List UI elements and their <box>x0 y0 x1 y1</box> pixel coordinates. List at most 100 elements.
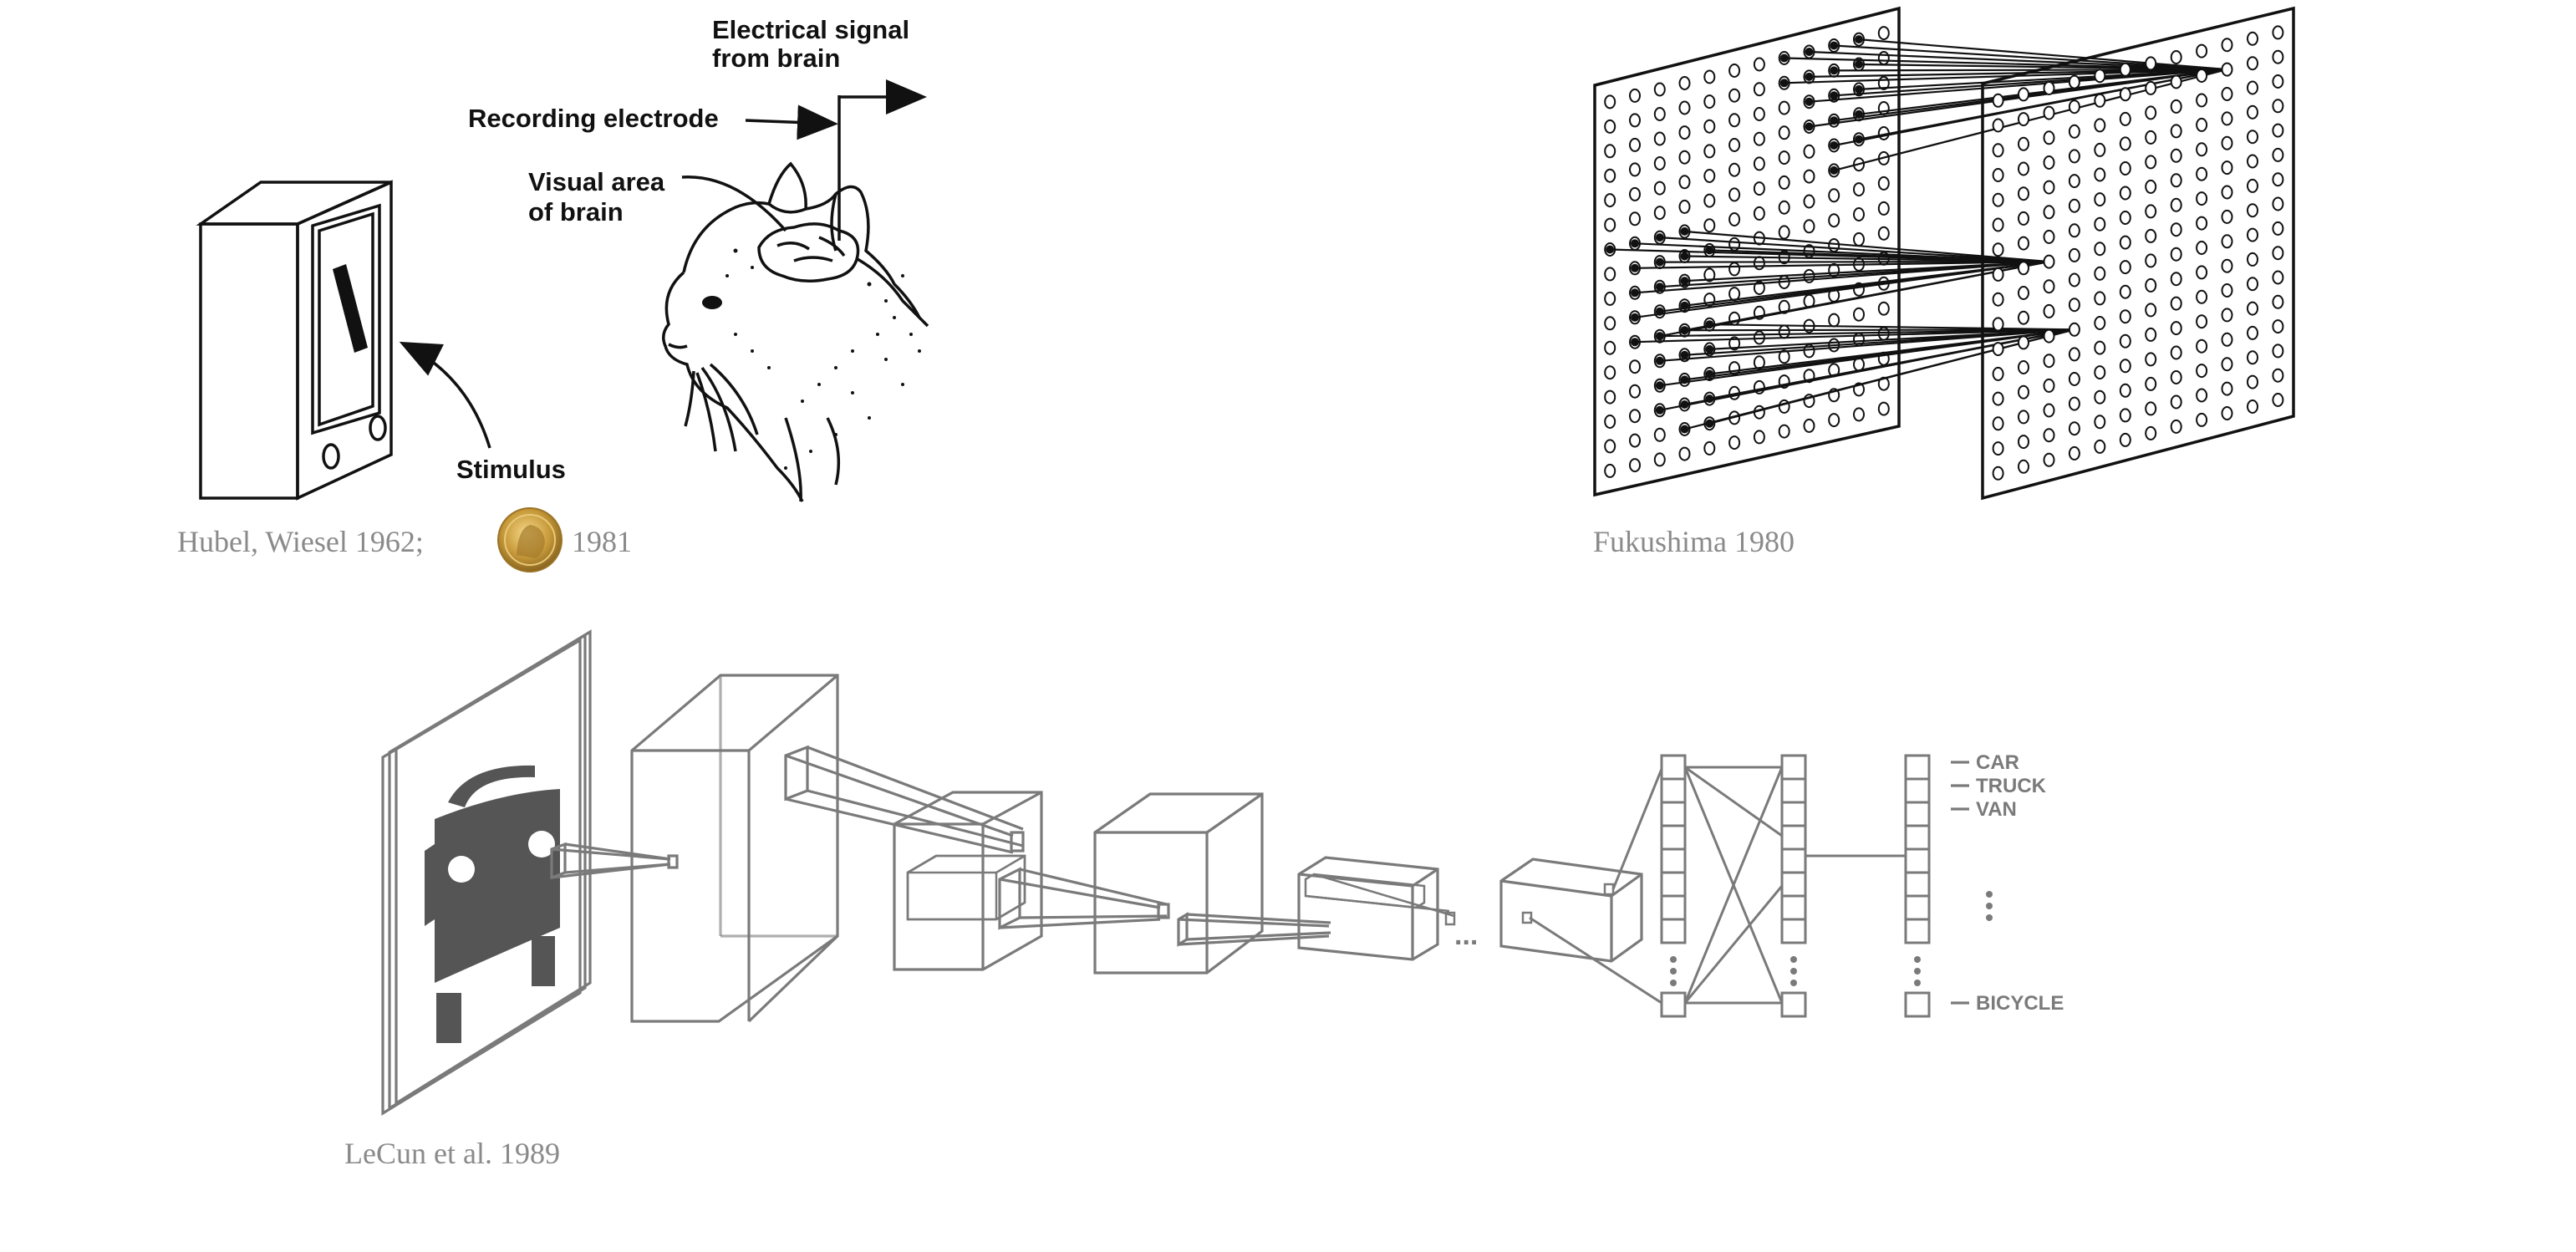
neuron-unit <box>1853 307 1865 322</box>
neuron-unit <box>2221 87 2233 101</box>
active-unit <box>1655 233 1664 242</box>
neuron-unit <box>2170 50 2182 64</box>
neuron-unit <box>2018 384 2029 400</box>
active-unit <box>1805 97 1814 106</box>
neuron-unit <box>1803 418 1815 433</box>
neuron-unit <box>2247 350 2258 365</box>
label-electrical-signal-1: Electrical signal <box>712 15 909 44</box>
active-unit <box>1606 245 1615 254</box>
neuron-unit <box>2094 69 2106 84</box>
neuron-unit <box>1992 192 2004 207</box>
neuron-unit <box>1703 440 1716 456</box>
neuron-unit <box>1629 433 1641 448</box>
neuron-unit <box>2119 161 2131 176</box>
neuron-unit <box>1678 150 1691 165</box>
neuron-unit <box>2272 49 2284 64</box>
active-unit <box>1705 419 1714 428</box>
neuron-unit <box>2068 396 2080 411</box>
cat-head-drawing <box>662 161 929 502</box>
fc-unit <box>1904 801 1931 827</box>
neuron-unit <box>1604 291 1616 306</box>
fc-ellipsis-dot <box>1914 956 1921 963</box>
neuron-unit <box>2068 223 2080 238</box>
neuron-unit <box>2094 242 2106 257</box>
fc-unit <box>1780 801 1807 827</box>
neuron-unit <box>1604 144 1616 159</box>
active-unit <box>1680 400 1689 409</box>
neuron-unit <box>2170 345 2182 360</box>
neuron-unit <box>1653 82 1666 97</box>
neocognitron-connection <box>1634 261 2049 269</box>
neuron-unit <box>2119 284 2131 299</box>
neuron-unit <box>2145 277 2157 293</box>
neocognitron-connection <box>1659 237 2049 263</box>
neuron-unit <box>1678 125 1691 140</box>
active-unit <box>1805 122 1814 131</box>
neuron-unit <box>2272 221 2284 236</box>
neocognitron-connection <box>1834 44 2227 71</box>
active-unit <box>1779 53 1789 63</box>
neuron-unit <box>1653 206 1666 221</box>
neuron-unit <box>1629 409 1641 424</box>
neuron-unit <box>1778 424 1790 439</box>
neuron-unit <box>2119 359 2131 374</box>
fc-unit <box>1904 777 1931 804</box>
neuron-unit <box>1992 441 2004 456</box>
neuron-unit <box>2247 31 2258 46</box>
recording-electrode-pointer <box>745 104 838 140</box>
neuron-unit <box>1753 430 1765 445</box>
neocognitron-connection <box>1709 328 2075 400</box>
conv-block-4 <box>1297 856 1456 961</box>
neocognitron-connection <box>1784 69 2227 84</box>
neocognitron-connection <box>1858 69 2227 90</box>
neuron-unit <box>1728 287 1741 302</box>
neuron-unit <box>2094 340 2106 355</box>
neuron-unit <box>1629 186 1641 201</box>
neuron-unit <box>2221 406 2233 420</box>
neuron-unit <box>1728 187 1741 202</box>
neuron-unit <box>2119 87 2131 102</box>
hubel-wiesel-panel: Electrical signal from brain Recording e… <box>177 15 929 573</box>
neuron-unit <box>1604 267 1616 282</box>
neuron-unit <box>2043 354 2055 369</box>
active-unit <box>1705 344 1714 354</box>
neuron-unit <box>2043 303 2055 318</box>
neuron-unit <box>2043 155 2055 170</box>
neuron-unit <box>1877 226 1890 241</box>
neuron-unit <box>2196 43 2208 59</box>
neuron-unit <box>2043 279 2055 294</box>
neuron-unit <box>1992 267 2004 282</box>
neuron-unit <box>1728 138 1741 152</box>
conv-block-1 <box>630 674 839 1023</box>
neuron-unit <box>2018 459 2029 474</box>
fc-connection <box>1683 885 1784 1004</box>
fc-connection <box>1683 766 1784 1004</box>
neuron-unit <box>2068 124 2080 139</box>
neuron-unit <box>1604 463 1616 478</box>
neocognitron-connection <box>1809 69 2227 78</box>
fc-unit <box>1660 871 1687 898</box>
fukushima-panel: Fukushima 1980 <box>1593 6 2295 558</box>
neuron-unit <box>2094 266 2106 281</box>
conv3-receptive-field <box>1177 912 1331 947</box>
neuron-unit <box>2247 130 2258 145</box>
fc-unit <box>1904 871 1931 898</box>
fc-connection <box>1611 768 1663 890</box>
neuron-unit <box>1678 175 1691 190</box>
visual-area-pointer <box>681 176 787 232</box>
neuron-unit <box>2196 191 2208 206</box>
neuron-unit <box>2196 117 2208 132</box>
conv-block-3 <box>1093 792 1264 975</box>
neuron-unit <box>2043 130 2055 145</box>
active-unit <box>1830 116 1839 125</box>
neuron-unit <box>2247 325 2258 340</box>
neocognitron-layer-1 <box>1593 6 1901 497</box>
neuron-unit <box>1604 168 1616 183</box>
neuron-unit <box>2196 142 2208 157</box>
neuron-unit <box>2043 205 2055 220</box>
neocognitron-connection <box>1809 50 2227 71</box>
neuron-unit <box>2145 303 2157 318</box>
fc-unit <box>1780 754 1807 781</box>
fc-unit <box>1660 894 1687 921</box>
neuron-unit <box>1778 349 1790 364</box>
